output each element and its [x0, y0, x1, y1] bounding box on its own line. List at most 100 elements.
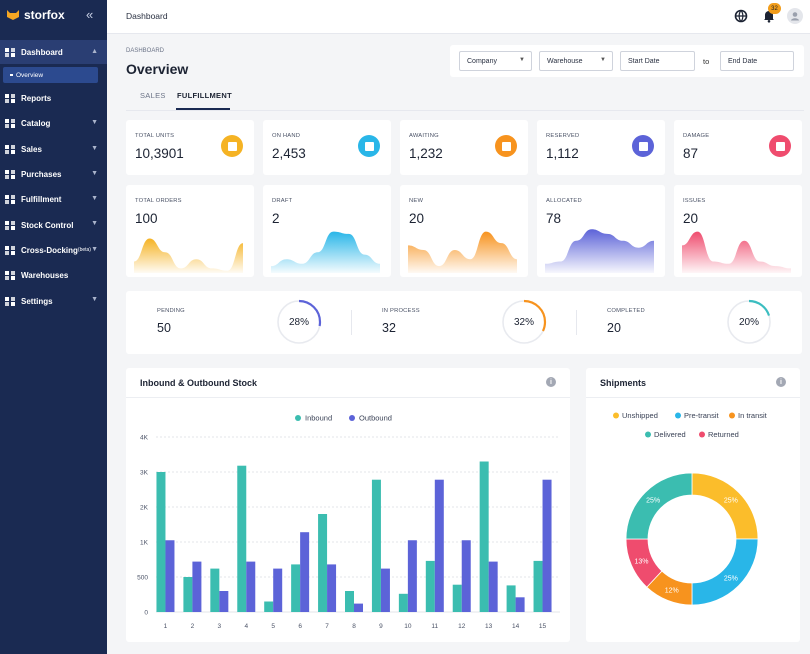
legend-label[interactable]: In transit — [738, 411, 768, 420]
progress-divider — [351, 310, 352, 335]
bar-outbound[interactable] — [354, 603, 363, 612]
stat-card[interactable]: DAMAGE 87 — [674, 120, 802, 175]
bar-inbound[interactable] — [291, 564, 301, 612]
y-tick-label: 0 — [144, 610, 148, 617]
chevron-down-icon[interactable]: ▼ — [91, 296, 98, 304]
bar-inbound[interactable] — [264, 601, 274, 613]
legend-label[interactable]: Inbound — [305, 414, 332, 423]
x-tick-label: 14 — [512, 623, 520, 630]
collapse-sidebar-icon[interactable]: « — [86, 7, 94, 22]
slice-unshipped[interactable] — [691, 472, 759, 540]
slice-delivered[interactable] — [625, 472, 693, 540]
sidebar-item-reports[interactable]: Reports — [0, 86, 107, 111]
bar-outbound[interactable] — [461, 540, 471, 612]
bar-outbound[interactable] — [327, 564, 337, 612]
bar-inbound[interactable] — [479, 461, 489, 613]
bar-outbound[interactable] — [219, 591, 229, 612]
bar-inbound[interactable] — [345, 591, 354, 612]
order-card[interactable]: ALLOCATED 78 — [537, 185, 665, 277]
bar-inbound[interactable] — [506, 585, 516, 612]
stat-card[interactable]: TOTAL UNITS 10,3901 — [126, 120, 254, 175]
stat-card[interactable]: ON HAND 2,453 — [263, 120, 391, 175]
x-tick-label: 1 — [164, 623, 168, 630]
bar-outbound[interactable] — [434, 479, 444, 612]
bar-inbound[interactable] — [318, 514, 328, 612]
chevron-up-icon[interactable]: ▲ — [91, 48, 98, 55]
bar-outbound[interactable] — [488, 561, 498, 612]
progress-value: 20 — [607, 321, 621, 335]
bar-inbound[interactable] — [398, 593, 408, 612]
brand[interactable]: storfox — [6, 8, 65, 22]
order-card[interactable]: ISSUES 20 — [674, 185, 802, 277]
bar-inbound[interactable] — [156, 472, 166, 612]
chevron-down-icon[interactable]: ▼ — [91, 169, 98, 177]
order-card[interactable]: TOTAL ORDERS 100 — [126, 185, 254, 277]
bar-outbound[interactable] — [165, 540, 175, 612]
chevron-down-icon[interactable]: ▼ — [91, 220, 98, 228]
bar-outbound[interactable] — [246, 561, 256, 612]
y-tick-label: 3K — [140, 470, 149, 477]
sidebar-item-catalog[interactable]: Catalog ▼ — [0, 111, 107, 136]
bar-outbound[interactable] — [542, 479, 552, 612]
legend-label[interactable]: Unshipped — [622, 411, 658, 420]
start-date-input[interactable]: Start Date — [620, 51, 695, 71]
globe-icon[interactable] — [734, 9, 748, 23]
sidebar-item-sales[interactable]: Sales ▼ — [0, 137, 107, 162]
company-select[interactable]: Company ▼ — [459, 51, 532, 71]
sidebar-subitem-overview[interactable]: Overview — [3, 67, 98, 83]
bar-inbound[interactable] — [452, 584, 462, 612]
chevron-down-icon: ▼ — [600, 57, 606, 63]
sparkline-area — [134, 238, 243, 273]
chevron-down-icon[interactable]: ▼ — [91, 119, 98, 127]
bar-outbound[interactable] — [192, 561, 202, 612]
legend-label[interactable]: Returned — [708, 430, 739, 439]
progress-ring-arc — [726, 299, 772, 345]
bar-inbound[interactable] — [533, 560, 543, 612]
chevron-down-icon[interactable]: ▼ — [91, 144, 98, 152]
cross-docking-icon — [4, 245, 16, 256]
bar-inbound[interactable] — [237, 465, 247, 612]
sidebar-item-warehouses[interactable]: Warehouses — [0, 263, 107, 288]
order-card[interactable]: NEW 20 — [400, 185, 528, 277]
legend-label[interactable]: Pre-transit — [684, 411, 720, 420]
info-icon[interactable]: i — [776, 377, 786, 387]
bar-inbound[interactable] — [371, 479, 381, 612]
bar-inbound[interactable] — [210, 568, 220, 612]
bar-outbound[interactable] — [273, 568, 283, 612]
bar-outbound[interactable] — [515, 597, 525, 612]
notification-badge: 32 — [768, 3, 781, 14]
legend-label[interactable]: Outbound — [359, 414, 392, 423]
slice-pre-transit[interactable] — [691, 538, 759, 606]
warehouse-select[interactable]: Warehouse ▼ — [539, 51, 613, 71]
sidebar-item-settings[interactable]: Settings ▼ — [0, 288, 107, 313]
progress-item: PENDING 50 28% — [126, 291, 351, 354]
sidebar-item-purchases[interactable]: Purchases ▼ — [0, 162, 107, 187]
bar-inbound[interactable] — [183, 577, 193, 612]
bar-outbound[interactable] — [380, 568, 390, 612]
order-card-value: 2 — [272, 211, 280, 226]
avatar[interactable] — [787, 8, 803, 24]
x-tick-label: 9 — [379, 623, 383, 630]
sidebar-item-dashboard[interactable]: Dashboard ▲ — [0, 40, 107, 64]
end-date-input[interactable]: End Date — [720, 51, 794, 71]
chevron-down-icon[interactable]: ▼ — [91, 245, 98, 253]
sidebar-item-stock-control[interactable]: Stock Control ▼ — [0, 212, 107, 237]
order-card[interactable]: DRAFT 2 — [263, 185, 391, 277]
stat-card-label: AWAITING — [409, 133, 439, 139]
slice-label: 25% — [724, 575, 738, 582]
chevron-down-icon[interactable]: ▼ — [91, 195, 98, 203]
bar-outbound[interactable] — [300, 532, 310, 612]
breadcrumb[interactable]: Dashboard — [126, 11, 168, 21]
info-icon[interactable]: i — [546, 377, 556, 387]
tab-sales[interactable]: SALES — [140, 91, 166, 100]
sidebar-item-fulfillment[interactable]: Fulfillment ▼ — [0, 187, 107, 212]
tab-fulfillment[interactable]: FULFILLMENT — [177, 91, 232, 100]
legend-label[interactable]: Delivered — [654, 430, 686, 439]
bar-inbound[interactable] — [425, 560, 435, 612]
order-card-value: 20 — [683, 211, 699, 226]
sidebar-item-cross-docking[interactable]: Cross-Docking (beta) ▼ — [0, 238, 107, 263]
order-sparkline — [408, 231, 517, 273]
stat-card[interactable]: AWAITING 1,232 — [400, 120, 528, 175]
bar-outbound[interactable] — [407, 540, 417, 612]
stat-card[interactable]: RESERVED 1,112 — [537, 120, 665, 175]
